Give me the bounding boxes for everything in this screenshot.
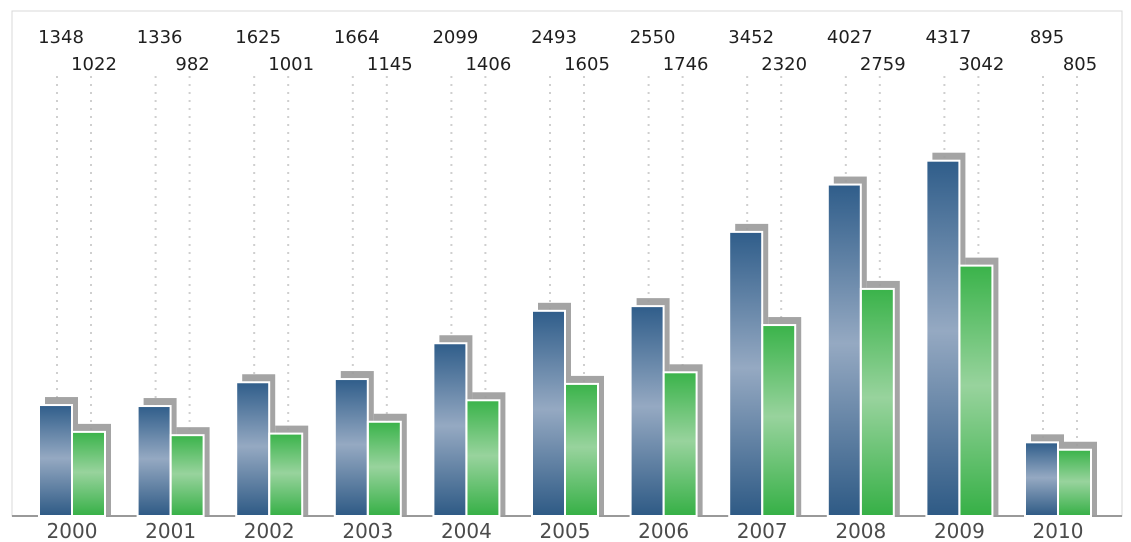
x-tick-label-2008: 2008	[835, 519, 886, 542]
bar-series-1-2010	[1025, 442, 1058, 516]
data-label-series-2-2002: 1001	[268, 54, 314, 75]
data-label-series-1-2009: 4317	[925, 27, 971, 48]
bar-series-1-2000	[39, 405, 72, 516]
bar-series-2-2009	[959, 265, 993, 516]
x-tick-label-2004: 2004	[441, 519, 492, 542]
bar-series-1-2007	[729, 231, 763, 517]
data-label-series-2-2004: 1406	[465, 54, 511, 75]
bar-outline-series-2-2008	[859, 287, 895, 517]
data-label-series-1-2002: 1625	[235, 27, 281, 48]
x-tick-label-2006: 2006	[638, 519, 689, 542]
data-label-series-1-2000: 1348	[38, 27, 84, 48]
bar-series-1-2001	[137, 406, 171, 516]
bar-outline-series-2-2003	[366, 420, 402, 518]
bar-outline-series-2-2005	[564, 382, 599, 518]
data-label-series-2-2001: 982	[175, 54, 209, 75]
bar-outline-series-2-2009	[958, 264, 994, 518]
data-label-series-2-2005: 1605	[564, 54, 610, 75]
x-tick-label-2010: 2010	[1033, 519, 1084, 542]
bar-series-2-2007	[762, 325, 796, 516]
data-label-series-2-2000: 1022	[71, 54, 117, 75]
bar-series-2-2008	[860, 288, 894, 516]
x-tick-label-2003: 2003	[342, 519, 393, 542]
bar-series-1-2002	[236, 382, 270, 516]
bar-outline-series-2-2004	[465, 399, 501, 518]
bar-series-2-2001	[170, 435, 204, 516]
bar-outline-series-2-2007	[761, 324, 797, 517]
bar-outline-series-2-2001	[169, 434, 205, 517]
data-label-series-2-2007: 2320	[761, 54, 807, 75]
data-label-series-1-2005: 2493	[531, 27, 577, 48]
bar-series-2-2005	[565, 383, 598, 516]
bar-series-1-2005	[532, 310, 565, 516]
x-tick-label-2009: 2009	[934, 519, 985, 542]
data-label-series-1-2006: 2550	[630, 27, 676, 48]
x-tick-label-2007: 2007	[737, 519, 788, 542]
data-label-series-2-2006: 1746	[663, 54, 709, 75]
data-label-series-2-2010: 805	[1063, 54, 1097, 75]
x-tick-label-2005: 2005	[540, 519, 591, 542]
data-label-series-1-2010: 895	[1030, 27, 1064, 48]
bar-series-2-2003	[367, 421, 401, 516]
bar-series-2-2004	[466, 400, 500, 516]
data-label-series-1-2007: 3452	[728, 27, 774, 48]
data-label-series-1-2008: 4027	[827, 27, 873, 48]
bar-outline-series-2-2010	[1057, 448, 1092, 517]
bar-series-1-2009	[926, 160, 960, 517]
data-label-series-1-2004: 2099	[432, 27, 478, 48]
data-label-series-2-2008: 2759	[860, 54, 906, 75]
bar-series-2-2010	[1058, 449, 1091, 516]
bar-outline-series-2-2002	[268, 432, 304, 517]
data-label-series-1-2001: 1336	[137, 27, 183, 48]
x-tick-label-2001: 2001	[145, 519, 196, 542]
data-label-series-2-2009: 3042	[958, 54, 1004, 75]
bar-series-2-2000	[72, 431, 105, 516]
bar-series-1-2004	[433, 343, 467, 516]
data-label-series-1-2003: 1664	[334, 27, 380, 48]
x-tick-label-2000: 2000	[47, 519, 98, 542]
bar-outline-series-2-2000	[71, 430, 106, 517]
x-tick-label-2002: 2002	[244, 519, 295, 542]
bar-outline-series-2-2006	[662, 371, 698, 517]
bar-series-1-2008	[827, 184, 861, 516]
data-label-series-2-2003: 1145	[367, 54, 413, 75]
bar-series-1-2003	[334, 379, 368, 516]
bar-series-2-2002	[269, 433, 303, 516]
bar-series-1-2006	[630, 306, 664, 516]
bar-series-2-2006	[663, 372, 697, 516]
